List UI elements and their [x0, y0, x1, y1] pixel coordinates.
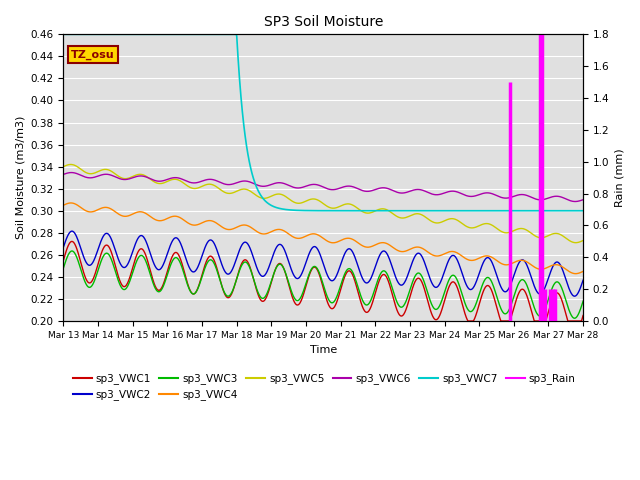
Text: TZ_osu: TZ_osu	[71, 49, 115, 60]
Y-axis label: Rain (mm): Rain (mm)	[615, 148, 625, 207]
Y-axis label: Soil Moisture (m3/m3): Soil Moisture (m3/m3)	[15, 116, 25, 240]
Title: SP3 Soil Moisture: SP3 Soil Moisture	[264, 15, 383, 29]
X-axis label: Time: Time	[310, 345, 337, 355]
Legend: sp3_VWC1, sp3_VWC2, sp3_VWC3, sp3_VWC4, sp3_VWC5, sp3_VWC6, sp3_VWC7, sp3_Rain: sp3_VWC1, sp3_VWC2, sp3_VWC3, sp3_VWC4, …	[68, 369, 580, 405]
